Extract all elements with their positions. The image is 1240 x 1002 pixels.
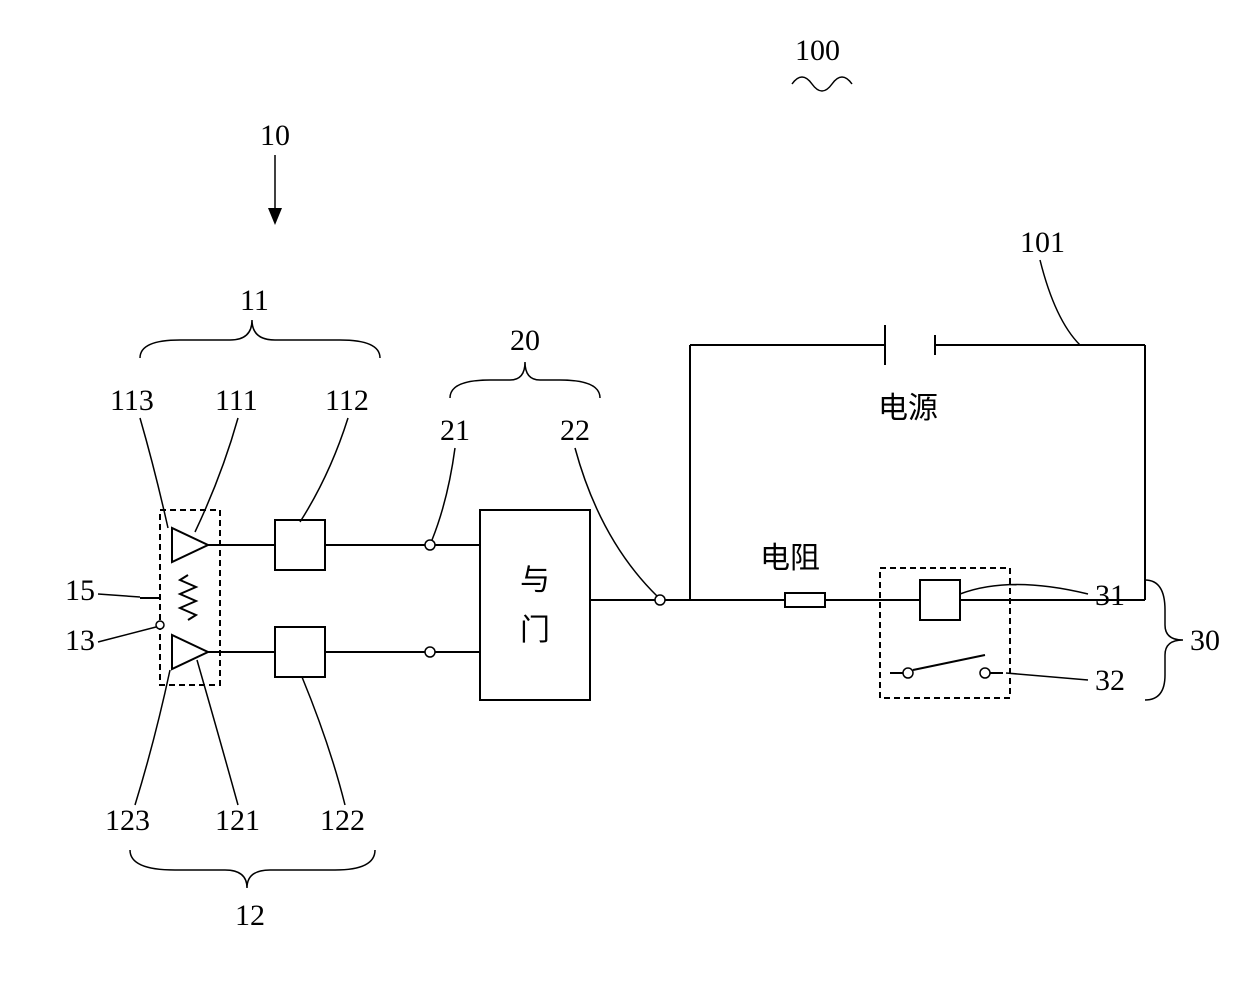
lead-32 [1006, 673, 1088, 680]
node-13 [156, 621, 164, 629]
ref-100: 100 [795, 34, 840, 67]
ref-123: 123 [105, 804, 150, 837]
squiggle-100 [792, 77, 852, 91]
circuit-diagram: 电源 与 门 电阻 100 10 [0, 0, 1240, 1002]
relay-coil [920, 580, 960, 620]
ref-112: 112 [325, 384, 369, 417]
box-122 [275, 627, 325, 677]
relay-switch-arm [913, 655, 985, 670]
relay-contact-right [980, 668, 990, 678]
lead-13 [98, 627, 156, 642]
node-21-bot [425, 647, 435, 657]
ref-12: 12 [235, 899, 265, 932]
lead-113 [140, 418, 168, 528]
brace-11 [140, 320, 380, 358]
power-label: 电源 [878, 392, 938, 425]
resistor [785, 593, 825, 607]
lead-15 [98, 594, 140, 597]
ref-32: 32 [1095, 664, 1125, 697]
ref-101: 101 [1020, 226, 1065, 259]
ref-113: 113 [110, 384, 154, 417]
lead-112 [300, 418, 348, 522]
and-gate-text2: 门 [520, 614, 550, 647]
ref-30: 30 [1190, 624, 1220, 657]
ref-11: 11 [240, 284, 269, 317]
lead-101 [1040, 260, 1080, 345]
node-21-top [425, 540, 435, 550]
box-112 [275, 520, 325, 570]
ref-122: 122 [320, 804, 365, 837]
relay-contact-left [903, 668, 913, 678]
brace-20 [450, 362, 600, 398]
brace-12 [130, 850, 375, 888]
and-gate-text1: 与 [520, 564, 550, 597]
lead-122 [302, 677, 345, 805]
ref-10: 10 [260, 119, 290, 152]
ref-111: 111 [215, 384, 258, 417]
sense-resistor-zigzag [180, 575, 196, 620]
ref-13: 13 [65, 624, 95, 657]
arrow-10-head [268, 208, 282, 225]
resistor-label: 电阻 [760, 542, 820, 575]
brace-30 [1145, 580, 1183, 700]
and-gate [480, 510, 590, 700]
ref-15: 15 [65, 574, 95, 607]
ref-22: 22 [560, 414, 590, 447]
amp-bot [172, 635, 208, 669]
ref-31: 31 [1095, 579, 1125, 612]
ref-121: 121 [215, 804, 260, 837]
lead-111 [195, 418, 238, 532]
lead-21 [432, 448, 455, 540]
lead-123 [135, 670, 170, 805]
amp-top [172, 528, 208, 562]
lead-31 [960, 585, 1088, 595]
ref-20: 20 [510, 324, 540, 357]
ref-21: 21 [440, 414, 470, 447]
lead-121 [197, 660, 238, 805]
